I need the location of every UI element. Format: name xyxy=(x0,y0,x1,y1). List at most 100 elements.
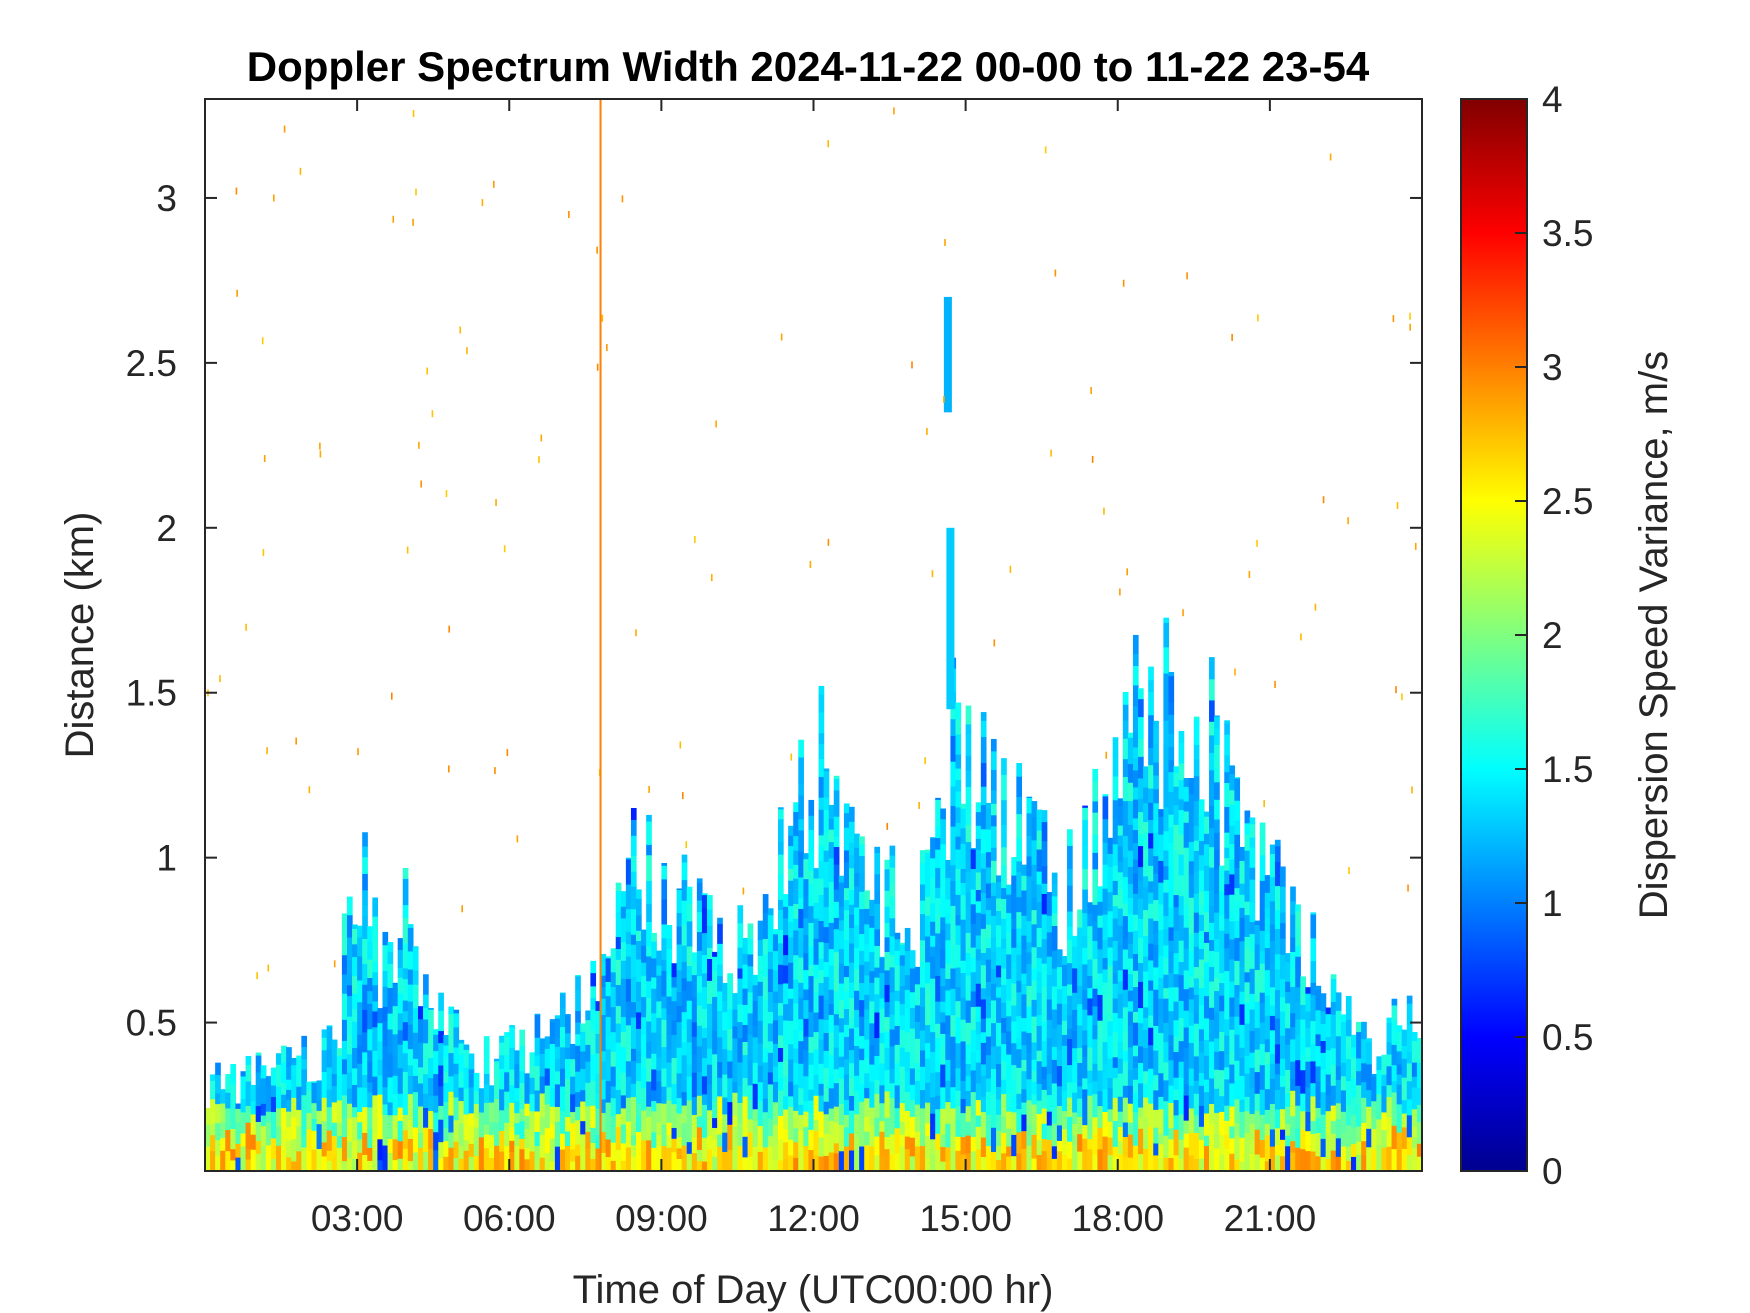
heatmap-cell xyxy=(859,1048,865,1061)
noise-speck xyxy=(245,623,247,631)
heatmap-cell xyxy=(458,1158,465,1171)
heatmap-cell xyxy=(1259,930,1266,952)
heatmap-cell xyxy=(1198,854,1205,871)
heatmap-cell xyxy=(1305,1150,1312,1171)
heatmap-cell xyxy=(935,849,941,869)
heatmap-cell xyxy=(783,1044,789,1061)
heatmap-cell xyxy=(681,1041,688,1056)
heatmap-cell xyxy=(1193,1055,1200,1081)
heatmap-cell xyxy=(286,1156,292,1171)
heatmap-cell xyxy=(1224,1066,1230,1080)
heatmap-cell xyxy=(1386,1116,1393,1136)
heatmap-cell xyxy=(615,911,622,938)
heatmap-cell xyxy=(559,1086,566,1112)
heatmap-cell xyxy=(849,1149,855,1171)
heatmap-cell xyxy=(1168,1127,1175,1140)
heatmap-cell xyxy=(691,1036,698,1055)
heatmap-cell xyxy=(1122,968,1129,990)
heatmap-cell xyxy=(1234,996,1241,1017)
heatmap-cell xyxy=(301,1146,308,1171)
heatmap-cell xyxy=(1153,932,1159,945)
heatmap-cell xyxy=(793,1110,799,1129)
heatmap-cell xyxy=(463,1067,470,1089)
heatmap-cell xyxy=(935,887,941,899)
heatmap-cell xyxy=(1188,1107,1195,1133)
heatmap-cell xyxy=(316,1148,323,1171)
heatmap-cell xyxy=(1401,1148,1408,1171)
heatmap-cell xyxy=(996,1086,1002,1100)
heatmap-cell xyxy=(1077,948,1083,967)
heatmap-cell xyxy=(1376,1056,1383,1070)
heatmap-cell xyxy=(590,1158,597,1171)
heatmap-cell xyxy=(641,962,647,976)
heatmap-cell xyxy=(1026,812,1033,837)
heatmap-cell xyxy=(1148,990,1154,1016)
heatmap-cell xyxy=(1173,786,1180,806)
heatmap-cell xyxy=(818,834,825,846)
heatmap-cell xyxy=(717,1133,723,1147)
heatmap-cell xyxy=(1143,1029,1149,1048)
heatmap-cell xyxy=(225,1074,231,1093)
heatmap-cell xyxy=(1254,944,1261,970)
heatmap-cell xyxy=(955,868,962,880)
heatmap-cell xyxy=(884,859,891,870)
heatmap-cell xyxy=(1386,1017,1393,1024)
heatmap-cell xyxy=(965,1105,972,1122)
heatmap-cell xyxy=(458,1087,465,1102)
heatmap-cell xyxy=(1351,1156,1357,1171)
heatmap-cell xyxy=(935,1095,941,1110)
heatmap-cell xyxy=(412,946,419,949)
heatmap-cell xyxy=(1183,1057,1190,1084)
heatmap-cell xyxy=(397,1012,404,1031)
heatmap-cell xyxy=(382,1103,389,1115)
heatmap-cell xyxy=(636,1062,642,1082)
heatmap-cell xyxy=(818,1110,825,1138)
heatmap-cell xyxy=(1178,1077,1185,1090)
heatmap-cell xyxy=(362,1009,368,1033)
heatmap-cell xyxy=(281,1107,287,1131)
heatmap-cell xyxy=(1376,1069,1383,1095)
heatmap-cell xyxy=(950,967,957,989)
heatmap-cell xyxy=(793,929,799,956)
heatmap-cell xyxy=(240,1111,247,1134)
heatmap-cell xyxy=(767,908,774,916)
heatmap-cell xyxy=(1026,1078,1033,1101)
heatmap-cell xyxy=(940,929,946,950)
heatmap-cell xyxy=(301,1046,308,1060)
heatmap-cell xyxy=(1406,1003,1413,1026)
heatmap-cell xyxy=(1193,800,1200,826)
heatmap-cell xyxy=(1300,976,1306,985)
heatmap-cell xyxy=(823,796,830,810)
heatmap-cell xyxy=(990,1068,997,1095)
heatmap-cell xyxy=(1188,1154,1195,1171)
heatmap-cell xyxy=(1274,885,1281,911)
heatmap-cell xyxy=(1203,931,1210,943)
heatmap-cell xyxy=(1138,845,1144,868)
heatmap-cell xyxy=(960,803,967,809)
heatmap-cell xyxy=(849,982,855,999)
heatmap-cell xyxy=(585,1082,591,1107)
heatmap-cell xyxy=(1320,1023,1327,1042)
heatmap-cell xyxy=(1143,858,1149,877)
noise-speck xyxy=(236,289,238,297)
heatmap-cell xyxy=(1021,864,1028,876)
heatmap-cell xyxy=(220,1089,226,1104)
heatmap-cell xyxy=(1016,1048,1022,1068)
heatmap-cell xyxy=(1183,800,1190,812)
heatmap-cell xyxy=(656,1033,662,1058)
heatmap-cell xyxy=(990,915,997,937)
heatmap-cell xyxy=(1214,1011,1220,1039)
heatmap-cell xyxy=(1148,1027,1154,1046)
heatmap-cell xyxy=(1067,1141,1073,1159)
heatmap-cell xyxy=(620,1123,627,1144)
heatmap-cell xyxy=(686,980,693,1001)
heatmap-cell xyxy=(483,1050,490,1074)
heatmap-cell xyxy=(864,1057,870,1074)
heatmap-cell xyxy=(894,938,901,951)
heatmap-cell xyxy=(960,827,967,844)
heatmap-cell xyxy=(833,951,840,977)
heatmap-cell xyxy=(1011,874,1017,894)
heatmap-cell xyxy=(960,1136,967,1155)
heatmap-cell xyxy=(443,1056,449,1072)
heatmap-cell xyxy=(696,931,703,951)
